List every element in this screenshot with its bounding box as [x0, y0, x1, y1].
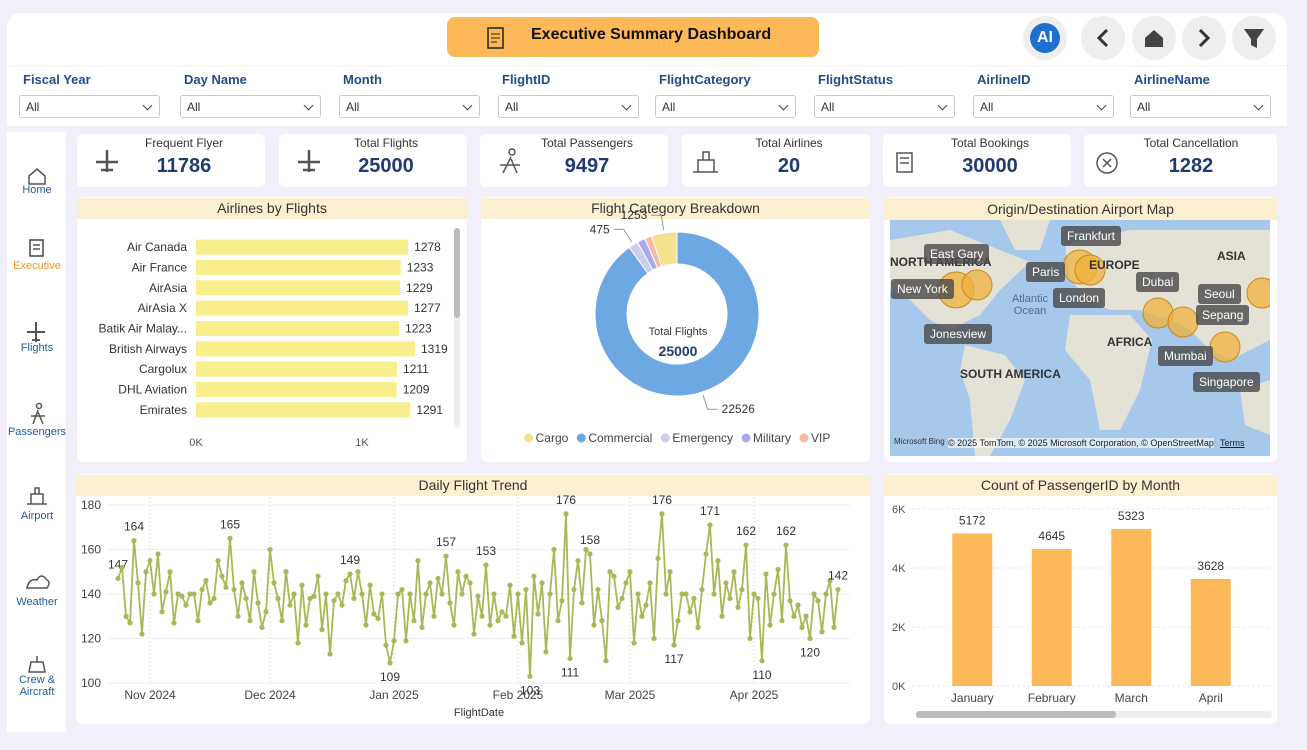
kpi-label: Total Bookings [950, 136, 1030, 150]
map-region: Atlantic Ocean [1011, 293, 1049, 317]
nav-item[interactable]: Home [22, 184, 52, 196]
filter-dropdown[interactable]: All [973, 95, 1114, 118]
city-tag: Seoul [1198, 284, 1241, 304]
kpi-label: Total Passengers [540, 136, 634, 150]
nav-item[interactable]: Crew & Aircraft [18, 674, 56, 698]
city-tag: Frankfurt [1061, 226, 1122, 246]
filter-label: Day Name [184, 72, 247, 87]
kpi-card [883, 134, 1071, 187]
kpi-value: 11786 [156, 155, 212, 177]
nav-item[interactable]: Executive [13, 260, 61, 272]
map[interactable]: NORTH AMERICAEUROPEASIAAFRICASOUTH AMERI… [890, 220, 1270, 456]
city-tag: Dubai [1136, 272, 1180, 292]
kpi-label: Total Flights [353, 136, 419, 150]
kpi-card [279, 134, 467, 187]
kpi-label: Total Airlines [755, 136, 823, 150]
forward-button[interactable] [1182, 16, 1226, 60]
filter-label: FlightID [502, 72, 551, 87]
map-attribution: © 2025 TomTom, © 2025 Microsoft Corporat… [948, 438, 1214, 448]
nav-item[interactable]: Flights [20, 342, 54, 354]
filter-label: FlightCategory [659, 72, 751, 87]
title-icon [487, 27, 504, 49]
category-panel [481, 197, 870, 462]
airlines-panel [77, 197, 467, 462]
map-region: ASIA [1217, 249, 1246, 263]
filter-label: FlightStatus [818, 72, 894, 87]
kpi-label: Frequent Flyer [144, 136, 224, 150]
ai-button[interactable]: AI [1023, 16, 1067, 60]
dashboard-title: Executive Summary Dashboard [531, 26, 772, 43]
trend-panel [76, 474, 870, 724]
kpi-card [77, 134, 265, 187]
filter-dropdown[interactable]: All [1130, 95, 1271, 118]
nav-item[interactable]: Passengers [7, 426, 67, 438]
kpi-label: Total Cancellation [1143, 136, 1239, 150]
ai-label: AI [1030, 23, 1060, 53]
map-region: EUROPE [1089, 258, 1140, 272]
kpi-value: 25000 [358, 155, 414, 177]
filter-dropdown[interactable]: All [19, 95, 160, 118]
kpi-value: 1282 [1168, 155, 1214, 177]
back-button[interactable] [1081, 16, 1125, 60]
kpi-value: 20 [777, 155, 801, 177]
filter-label: AirlineID [977, 72, 1031, 87]
city-tag: New York [891, 279, 954, 299]
filter-dropdown[interactable]: All [655, 95, 796, 118]
city-tag: East Gary [924, 244, 990, 264]
filter-dropdown[interactable]: All [498, 95, 639, 118]
kpi-value: 30000 [962, 155, 1018, 177]
filter-label: AirlineName [1134, 72, 1210, 87]
nav-item[interactable]: Airport [20, 510, 54, 522]
map-region: AFRICA [1107, 335, 1153, 349]
city-tag: Mumbai [1158, 346, 1213, 366]
city-tag: London [1053, 288, 1106, 308]
nav-item[interactable]: Weather [16, 596, 58, 608]
city-tag: Paris [1026, 262, 1066, 282]
city-tag: Jonesview [924, 324, 993, 344]
nav-buttons [1081, 16, 1276, 60]
map-region: SOUTH AMERICA [960, 367, 1061, 381]
sidebar [7, 132, 66, 732]
filter-label: Month [343, 72, 382, 87]
map-terms: Terms [1220, 438, 1245, 448]
filter-dropdown[interactable]: All [814, 95, 955, 118]
map-logo: Microsoft Bing [894, 437, 945, 446]
map-title: Origin/Destination Airport Map [884, 198, 1277, 220]
passenger-panel [884, 474, 1277, 724]
city-tag: Sepang [1196, 305, 1250, 325]
nav-icons [26, 168, 50, 673]
kpi-value: 9497 [564, 155, 610, 177]
title-button[interactable]: Executive Summary Dashboard [447, 17, 819, 57]
filter-label: Fiscal Year [23, 72, 91, 87]
filter-dropdown[interactable]: All [180, 95, 321, 118]
city-tag: Singapore [1193, 372, 1260, 392]
filter-dropdown[interactable]: All [339, 95, 480, 118]
